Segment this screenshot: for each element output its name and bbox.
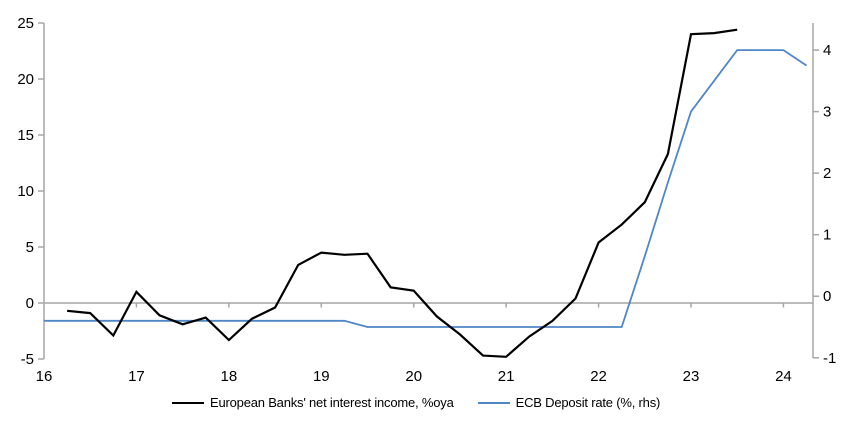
x-axis-tick-label: 19 — [313, 368, 330, 385]
net-interest-income-line — [66, 28, 738, 358]
left-axis-tick-label: 5 — [26, 239, 34, 256]
right-axis-tick-label: -1 — [823, 350, 836, 367]
right-axis-tick-label: 3 — [823, 104, 831, 121]
x-axis-tick-label: 17 — [128, 368, 145, 385]
x-axis-tick-label: 21 — [498, 368, 515, 385]
right-axis-tick-label: 0 — [823, 288, 831, 305]
legend-label-net-interest-income: European Banks' net interest income, %oy… — [210, 395, 454, 410]
left-axis-tick-label: 0 — [26, 295, 34, 312]
x-axis-tick-label: 23 — [683, 368, 700, 385]
right-axis-tick-label: 4 — [823, 42, 831, 59]
legend-item-net-interest-income: European Banks' net interest income, %oy… — [172, 395, 454, 410]
legend: European Banks' net interest income, %oy… — [172, 395, 660, 410]
left-axis-tick-label: 15 — [17, 127, 34, 144]
legend-item-ecb-deposit-rate: ECB Deposit rate (%, rhs) — [477, 395, 661, 410]
left-axis-tick-label: -5 — [21, 351, 34, 368]
left-axis-tick-label: 25 — [17, 15, 34, 32]
right-axis-tick-label: 1 — [823, 227, 831, 244]
x-axis-tick-label: 22 — [590, 368, 607, 385]
ecb-deposit-rate-line — [44, 49, 807, 328]
x-axis-tick-label: 24 — [775, 368, 792, 385]
right-axis-tick-label: 2 — [823, 165, 831, 182]
legend-line-sample-net-interest-income — [172, 401, 204, 404]
legend-line-sample-ecb-deposit-rate — [477, 401, 510, 404]
x-axis-tick-label: 18 — [221, 368, 238, 385]
x-axis-tick-label: 16 — [36, 368, 53, 385]
x-axis-tick-label: 20 — [405, 368, 422, 385]
left-axis-tick-label: 20 — [17, 71, 34, 88]
legend-label-ecb-deposit-rate: ECB Deposit rate (%, rhs) — [515, 395, 661, 410]
left-axis-tick-label: 10 — [17, 183, 34, 200]
